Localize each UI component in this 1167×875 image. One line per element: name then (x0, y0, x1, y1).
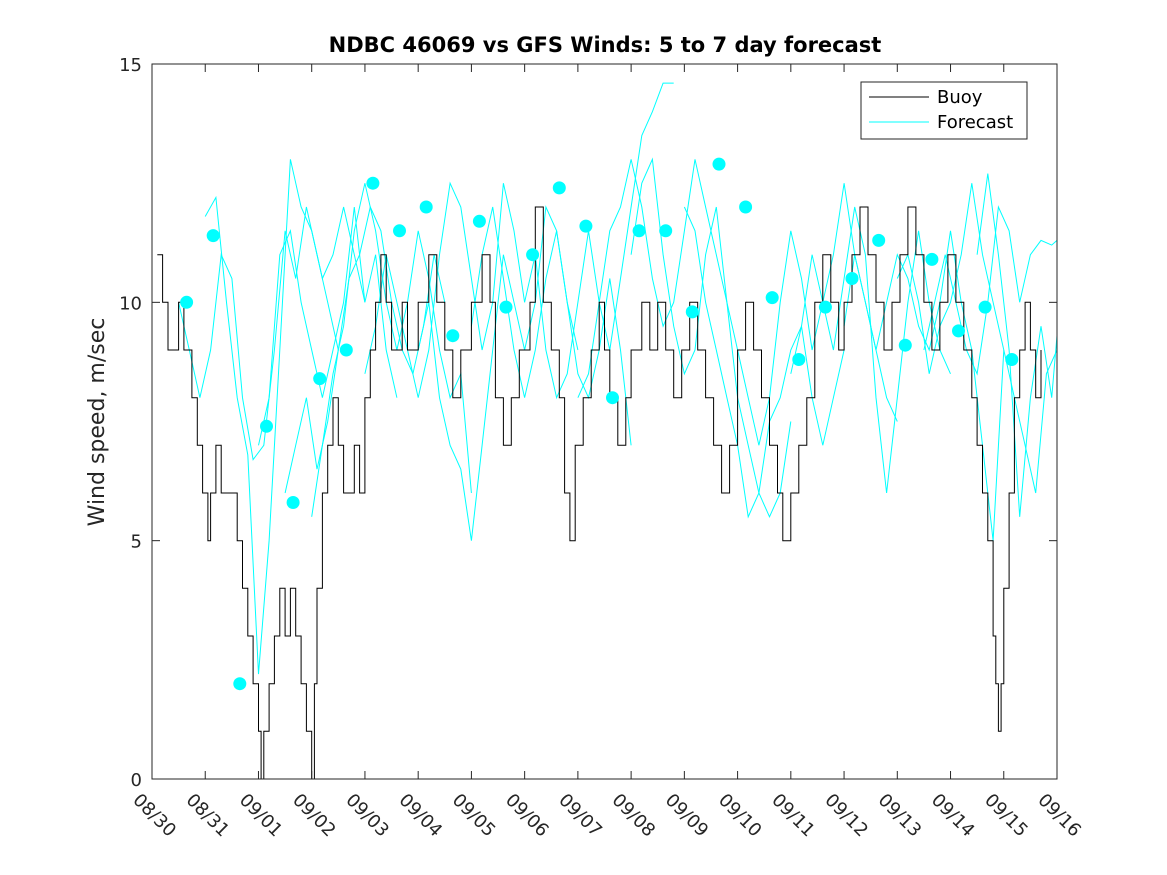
forecast-run-1-line (178, 206, 339, 461)
forecast-marker (526, 248, 540, 262)
legend-buoy-label: Buoy (937, 87, 983, 108)
legend-box (860, 81, 1028, 140)
y-axis-ticks: 0 5 10 15 (119, 55, 1057, 791)
x-tick-label: 08/31 (182, 790, 234, 842)
forecast-marker (472, 214, 486, 228)
x-tick-label: 09/09 (661, 790, 713, 842)
y-tick-label: 5 (131, 532, 142, 553)
forecast-marker (765, 291, 779, 305)
y-axis-label: Wind speed, m/sec (85, 318, 110, 527)
forecast-marker (792, 353, 806, 366)
forecast-run-12-line (683, 206, 845, 519)
forecast-run-7-line (417, 205, 579, 541)
forecast-marker (898, 338, 912, 352)
forecast-marker (579, 219, 593, 233)
forecast-run-13-line (737, 183, 898, 446)
forecast-marker (606, 391, 619, 405)
y-tick-label: 15 (119, 55, 142, 76)
forecast-run-11-line (630, 157, 792, 519)
x-tick-label: 09/06 (501, 790, 553, 842)
x-tick-label: 09/08 (608, 790, 660, 842)
buoy-line (157, 206, 1042, 780)
x-tick-label: 09/07 (554, 790, 606, 842)
forecast-run-16-line (896, 183, 1058, 494)
forecast-marker (872, 233, 886, 247)
forecast-marker (339, 343, 353, 357)
forecast-marker (446, 329, 460, 343)
forecast-marker (206, 229, 220, 243)
forecast-run-18-line (976, 173, 1058, 517)
plot-area-frame (151, 63, 1058, 780)
x-axis-ticks: 08/30 08/31 09/01 09/02 09/03 09/04 09/05 09/06… (128, 64, 1085, 841)
forecast-marker (632, 224, 646, 238)
x-tick-label: 09/15 (980, 790, 1032, 842)
chart-title: NDBC 46069 vs GFS Winds: 5 to 7 day fore… (329, 33, 882, 57)
forecast-marker (739, 200, 753, 214)
legend: Buoy Forecast (860, 81, 1028, 140)
x-tick-label: 08/30 (128, 790, 180, 842)
series-layer (157, 82, 1058, 780)
forecast-marker (552, 181, 566, 195)
forecast-marker (499, 300, 513, 314)
forecast-run-10-line (577, 159, 739, 398)
forecast-run-6-line (364, 181, 526, 398)
legend-forecast-label: Forecast (937, 112, 1013, 133)
x-tick-label: 09/04 (395, 790, 447, 842)
forecast-marker (1005, 353, 1019, 366)
x-tick-label: 09/16 (1033, 790, 1085, 842)
x-tick-label: 09/02 (288, 790, 340, 842)
y-tick-label: 10 (119, 293, 142, 314)
forecast-marker (366, 176, 380, 190)
forecast-marker (845, 272, 859, 285)
forecast-marker (712, 157, 726, 171)
forecast-run-3-line (258, 206, 398, 446)
forecast-marker (978, 300, 992, 314)
forecast-run-2-line (204, 159, 366, 675)
forecast-marker (393, 224, 406, 238)
forecast-marker (952, 324, 965, 338)
forecast-marker (659, 224, 673, 238)
forecast-marker (286, 496, 300, 509)
y-tick-label: 0 (131, 770, 142, 791)
marker-layer (180, 157, 1019, 691)
forecast-marker (233, 677, 247, 691)
forecast-run-17-line (923, 205, 1058, 376)
x-tick-label: 09/05 (448, 790, 500, 842)
forecast-marker (818, 300, 832, 314)
x-tick-label: 09/14 (927, 790, 979, 842)
forecast-marker (180, 295, 194, 309)
forecast-marker (419, 200, 433, 214)
x-tick-label: 09/12 (821, 790, 873, 842)
x-tick-label: 09/01 (235, 790, 287, 842)
forecast-marker (925, 252, 939, 266)
forecast-marker (313, 372, 327, 386)
x-tick-label: 09/03 (341, 790, 393, 842)
x-tick-label: 09/13 (874, 790, 926, 842)
x-tick-label: 09/10 (714, 790, 766, 842)
forecast-marker (260, 419, 273, 433)
forecast-marker (685, 305, 699, 319)
x-tick-label: 09/11 (767, 790, 819, 842)
